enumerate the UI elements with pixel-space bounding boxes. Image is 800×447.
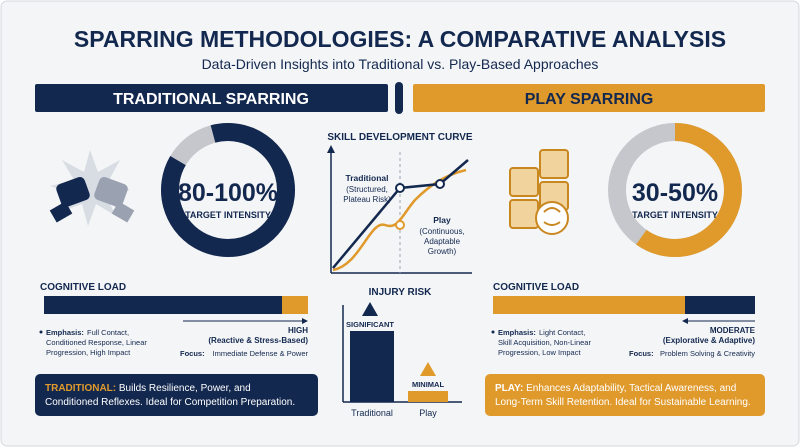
- intensity-caption: TARGET INTENSITY: [632, 210, 718, 220]
- warning-icon: [420, 362, 436, 376]
- emphasis-label: Emphasis:: [46, 328, 84, 337]
- title: SPARRING METHODOLOGIES: A COMPARATIVE AN…: [74, 26, 726, 52]
- subtitle: Data-Driven Insights into Traditional vs…: [202, 56, 599, 72]
- summary-line: TRADITIONAL: Builds Resilience, Power, a…: [45, 383, 251, 394]
- bar-name: Traditional: [351, 408, 393, 418]
- emphasis-text: Conditioned Response, Linear: [46, 338, 147, 347]
- emphasis-text: Skill Acquisition, Non-Linear: [498, 338, 591, 347]
- arrow: [682, 318, 688, 324]
- curve-note: Plateau Risk): [343, 195, 391, 204]
- summary-line: Long-Term Skill Retention. Ideal for Sus…: [495, 397, 751, 408]
- arrow: [302, 318, 308, 324]
- injury-title: INJURY RISK: [369, 287, 433, 298]
- load-level: MODERATE: [710, 326, 756, 335]
- donut-arc: [608, 123, 742, 257]
- intensity-value: 30-50%: [632, 179, 718, 207]
- section-title: COGNITIVE LOAD: [493, 282, 579, 293]
- donut-arc: [161, 123, 295, 257]
- summary-text: Builds Resilience, Power, and: [119, 383, 251, 394]
- summary-text: Enhances Adaptability, Tactical Awarenes…: [526, 383, 736, 394]
- point: [395, 220, 405, 230]
- curve-title: SKILL DEVELOPMENT CURVE: [327, 132, 473, 143]
- load-level: HIGH: [288, 326, 308, 335]
- summary-line: Conditioned Reflexes. Ideal for Competit…: [45, 397, 295, 408]
- curve-note: (Continuous,: [419, 227, 464, 236]
- focus-text: Problem Solving & Creativity: [660, 349, 755, 358]
- point: [395, 183, 405, 193]
- banner-play: [413, 84, 765, 112]
- banner-traditional: [35, 84, 388, 112]
- emphasis-text: Progression, High Impact: [46, 348, 131, 357]
- section-title: COGNITIVE LOAD: [40, 282, 126, 293]
- banner-text: TRADITIONAL SPARRING: [113, 91, 309, 108]
- point: [435, 179, 445, 189]
- fist-icon: [49, 150, 135, 226]
- bullet: [491, 330, 495, 334]
- summary-lead: TRADITIONAL:: [45, 383, 116, 394]
- puzzle-icon: [509, 149, 569, 235]
- summary-box: [35, 374, 318, 416]
- load-bar: [493, 296, 685, 314]
- axis-arrow: [327, 145, 335, 153]
- load-detail: (Explorative & Adaptive): [663, 336, 756, 345]
- summary-box: [485, 374, 765, 416]
- bullet: [39, 330, 43, 334]
- bar-name: Play: [419, 408, 437, 418]
- curve-note: Adaptable: [424, 237, 461, 246]
- curve-note: (Structured,: [346, 185, 388, 194]
- bar-label: MINIMAL: [412, 380, 444, 389]
- risk-bar: [408, 391, 448, 402]
- intensity-caption: TARGET INTENSITY: [185, 210, 271, 220]
- risk-bar: [350, 331, 394, 402]
- bar-label: SIGNIFICANT: [346, 320, 394, 329]
- focus-label: Focus:: [629, 349, 654, 358]
- emphasis-label: Emphasis:: [498, 328, 536, 337]
- summary-line: PLAY: Enhances Adaptability, Tactical Aw…: [495, 383, 736, 394]
- load-detail: (Reactive & Stress-Based): [208, 336, 308, 345]
- warning-icon: [362, 302, 378, 316]
- focus-text: Immediate Defense & Power: [213, 349, 309, 358]
- traditional-curve: [332, 159, 469, 269]
- emphasis-text: Light Contact,: [539, 328, 585, 337]
- curve-label: Traditional: [346, 173, 389, 183]
- emphasis-text: Full Contact,: [87, 328, 129, 337]
- load-bar: [685, 296, 755, 314]
- intensity-value: 80-100%: [178, 179, 278, 207]
- focus-label: Focus:: [180, 349, 205, 358]
- summary-lead: PLAY:: [495, 383, 523, 394]
- curve-note: Growth): [428, 247, 457, 256]
- banner-text: PLAY SPARRING: [525, 91, 654, 108]
- emphasis-text: Progression, Low Impact: [498, 348, 581, 357]
- load-bar: [282, 296, 308, 314]
- curve-label: Play: [433, 215, 451, 225]
- divider: [395, 82, 403, 114]
- load-bar: [44, 296, 282, 314]
